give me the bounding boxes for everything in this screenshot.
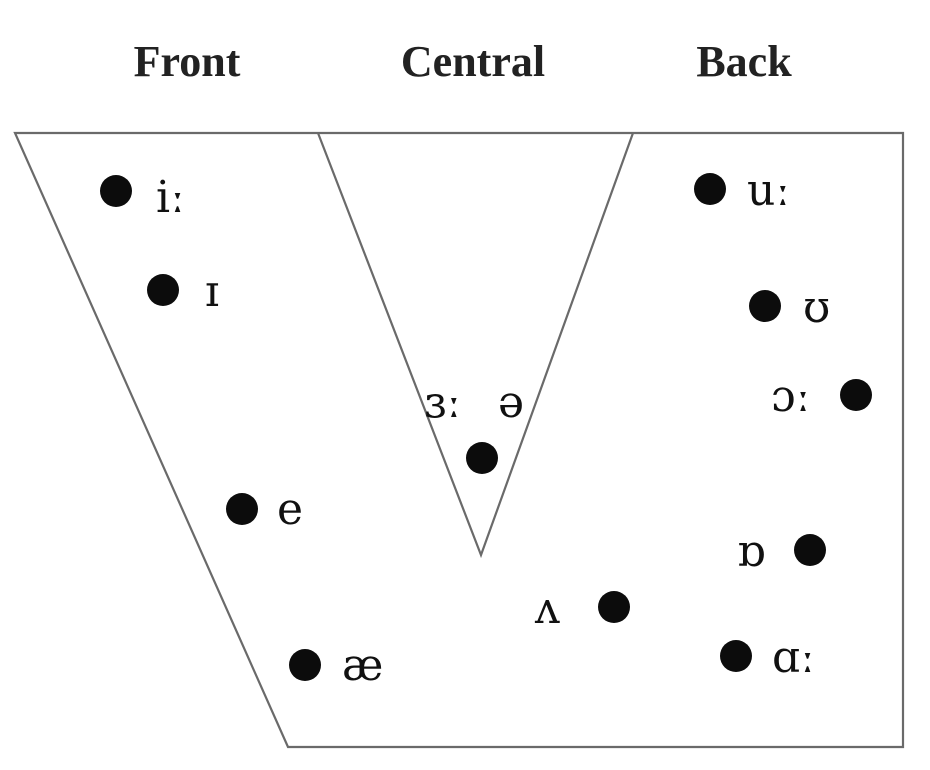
central-header: Central <box>401 37 545 86</box>
front-header: Front <box>134 37 241 86</box>
vowel-dot-i-long <box>100 175 132 207</box>
vowel-dot-u-long <box>694 173 726 205</box>
vowel-label-o-short: ɒ <box>737 526 765 577</box>
vowel-label-i-long: iː <box>156 172 185 223</box>
vowel-dot-ae <box>289 649 321 681</box>
vowel-label-o-long: ɔː <box>771 371 810 422</box>
vowel-label-schwa: ə <box>498 377 524 428</box>
vowel-label-u-long: uː <box>747 165 790 216</box>
vowel-label-i-short: ɪ <box>205 266 219 317</box>
vowel-dot-wedge <box>598 591 630 623</box>
vowel-label-ae: æ <box>342 640 383 691</box>
vowel-dot-a-long <box>720 640 752 672</box>
vowel-label-wedge: ʌ <box>534 583 560 634</box>
vowel-label-e: e <box>277 484 303 535</box>
vowel-trapezium <box>13 131 905 749</box>
vowel-dot-o-short <box>794 534 826 566</box>
vowel-label-u-short: ʊ <box>803 282 830 333</box>
central-triangle <box>316 132 635 559</box>
vowel-dot-o-long <box>840 379 872 411</box>
back-header: Back <box>696 37 792 86</box>
vowel-dot-i-short <box>147 274 179 306</box>
vowel-dot-e <box>226 493 258 525</box>
vowel-dot-central <box>466 442 498 474</box>
vowel-dot-u-short <box>749 290 781 322</box>
vowel-label-er-long: ɜː <box>424 377 461 428</box>
vowel-label-a-long: ɑː <box>772 632 815 683</box>
